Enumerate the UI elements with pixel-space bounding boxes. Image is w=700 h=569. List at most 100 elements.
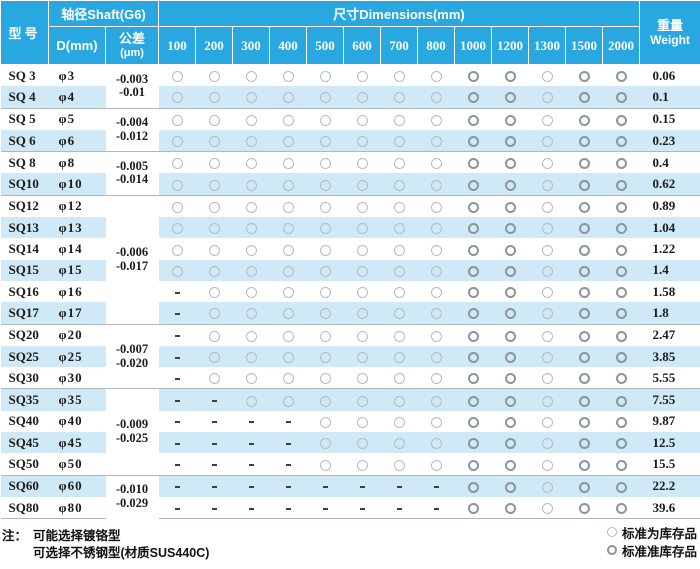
stock-circle-icon <box>430 92 442 104</box>
availability-cell <box>343 151 381 174</box>
stock-circle-icon <box>356 71 368 83</box>
stock-circle-icon <box>171 114 183 126</box>
availability-cell <box>602 323 640 346</box>
availability-cell <box>233 411 270 432</box>
availability-cell <box>603 367 640 389</box>
availability-cell <box>269 194 307 218</box>
not-available-dash-icon <box>248 507 254 510</box>
stock-circle-icon <box>208 244 220 256</box>
availability-cell <box>306 194 344 218</box>
stock-circle-icon <box>208 71 220 83</box>
availability-cell <box>529 453 566 475</box>
not-available-dash-icon <box>433 486 439 489</box>
stock-circle-icon <box>393 459 405 471</box>
not-available-dash-icon <box>285 507 291 510</box>
semi-stock-circle-icon <box>504 416 516 428</box>
availability-cell <box>381 86 418 108</box>
stock-circle-icon <box>319 395 331 407</box>
stock-circle-icon <box>541 92 553 104</box>
legend-stock-label: 标准为库存品 <box>621 526 697 541</box>
availability-cell <box>344 86 381 108</box>
table-row-SQ6: SQ 6 φ6 0.23 <box>0 129 700 152</box>
availability-cell <box>566 302 603 324</box>
availability-cell <box>566 432 603 453</box>
stock-circle-icon <box>319 244 331 256</box>
stock-circle-icon <box>171 136 183 148</box>
length-header-1000: 1000 <box>454 26 493 65</box>
availability-cell <box>195 107 233 130</box>
availability-cell <box>418 453 455 475</box>
not-available-dash-icon <box>285 421 291 424</box>
semi-stock-circle-icon <box>578 223 590 235</box>
semi-stock-circle-icon <box>467 114 479 126</box>
legend-semi-stock-label: 标准准库存品 <box>621 544 697 559</box>
availability-cell <box>306 496 344 520</box>
table-row-SQ8: SQ 8 φ8 -0.005 -0.014 0.4 <box>0 151 700 196</box>
not-available-dash-icon <box>285 442 291 445</box>
availability-cell <box>455 130 492 152</box>
length-header-500: 500 <box>306 26 345 65</box>
availability-cell <box>455 432 492 453</box>
stock-circle-icon <box>393 308 405 320</box>
semi-stock-circle-icon <box>615 92 627 104</box>
weight-cell: 0.62 <box>652 176 676 192</box>
availability-cell <box>270 173 307 195</box>
semi-stock-circle-icon <box>615 71 627 83</box>
not-available-dash-icon <box>174 400 180 403</box>
not-available-dash-icon <box>211 486 217 489</box>
availability-cell <box>603 281 640 302</box>
semi-stock-circle-icon <box>578 71 590 83</box>
stock-circle-icon <box>356 330 368 342</box>
availability-cell <box>158 388 196 411</box>
stock-circle-icon <box>430 201 442 213</box>
weight-column-header: 重量 Weight <box>639 0 700 65</box>
availability-cell <box>270 432 307 453</box>
semi-stock-circle-icon <box>467 373 479 385</box>
availability-cell <box>417 496 455 520</box>
availability-cell <box>381 173 418 195</box>
availability-cell <box>418 217 455 238</box>
diameter-cell: φ5 <box>48 107 106 130</box>
availability-cell <box>418 281 455 302</box>
not-available-dash-icon <box>433 507 439 510</box>
semi-stock-circle-icon <box>504 481 516 493</box>
weight-cell: 22.2 <box>639 474 700 497</box>
availability-cell <box>343 107 381 130</box>
semi-stock-circle-icon <box>615 158 627 170</box>
availability-cell <box>158 323 196 346</box>
availability-cell <box>529 411 566 432</box>
semi-stock-circle-icon <box>615 136 627 148</box>
stock-circle-icon <box>430 265 442 277</box>
stock-circle-icon <box>319 416 331 428</box>
stock-circle-icon <box>282 114 294 126</box>
table-row-SQ15: SQ15 φ15 1.4 <box>0 259 700 281</box>
length-header-2000: 2000 <box>602 26 641 65</box>
table-row-SQ14: SQ14 φ14 1.22 <box>1 238 700 259</box>
semi-stock-circle-icon <box>615 416 627 428</box>
availability-cell <box>455 217 492 238</box>
stock-circle-icon <box>541 352 553 364</box>
availability-cell <box>528 474 566 497</box>
stock-circle-icon <box>245 308 257 320</box>
stock-circle-icon <box>319 179 331 191</box>
availability-cell <box>602 151 640 174</box>
availability-cell <box>233 281 270 302</box>
semi-stock-circle-icon <box>615 330 627 342</box>
length-header-600: 600 <box>343 26 382 65</box>
availability-cell <box>381 281 418 302</box>
semi-stock-circle-icon <box>467 158 479 170</box>
table-row-SQ16: SQ16 φ16 1.58 <box>1 281 700 302</box>
stock-circle-icon <box>245 179 257 191</box>
stock-circle-icon <box>319 114 331 126</box>
model-cell: SQ15 <box>8 262 39 278</box>
not-available-dash-icon <box>174 464 180 466</box>
availability-cell <box>417 151 455 174</box>
stock-circle-icon <box>319 71 331 83</box>
stock-circle-icon <box>282 330 294 342</box>
availability-cell <box>344 65 381 87</box>
availability-cell <box>529 238 566 259</box>
table-row-SQ60: SQ60 φ60 -0.010 -0.029 22.2 <box>0 474 700 519</box>
availability-cell <box>233 86 270 108</box>
diameter-cell: φ45 <box>58 434 83 450</box>
availability-cell <box>233 367 270 389</box>
